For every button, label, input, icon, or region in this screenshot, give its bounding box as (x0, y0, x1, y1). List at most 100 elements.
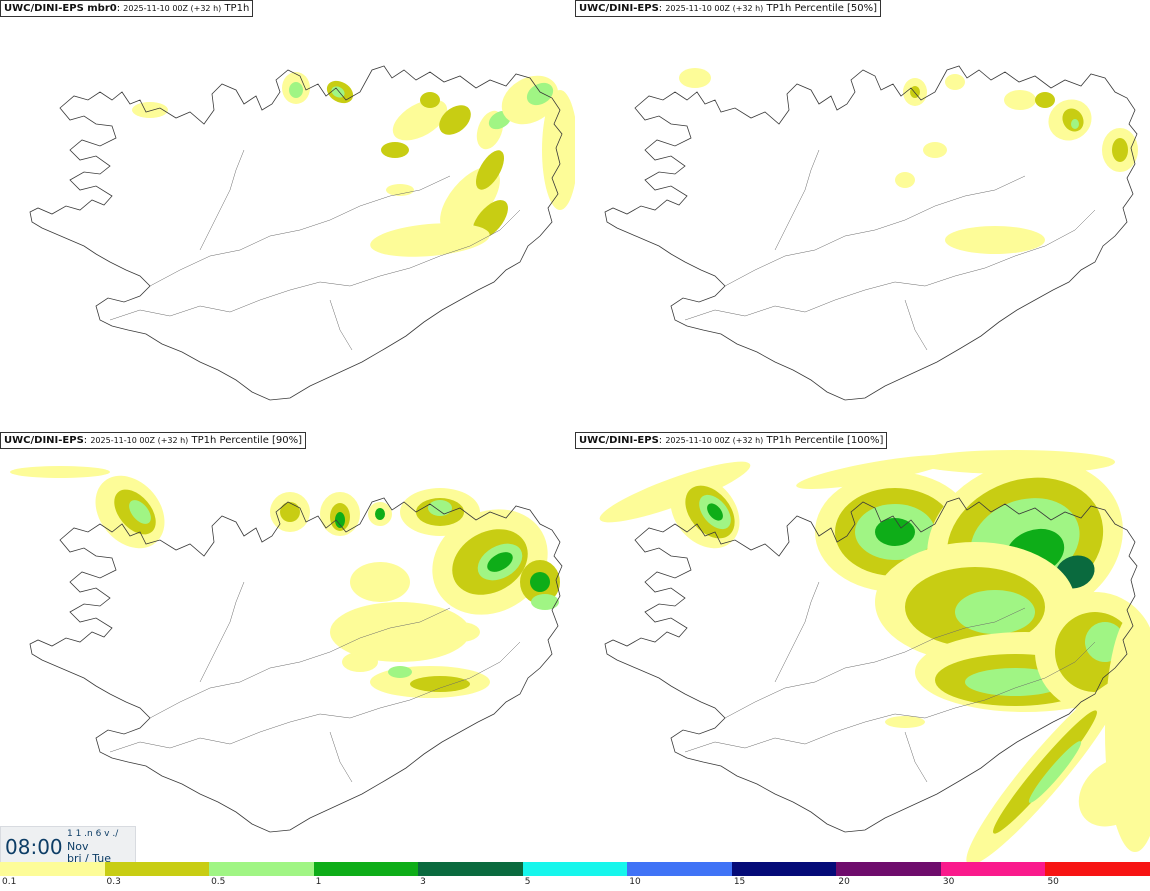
precip-contour (476, 150, 504, 190)
run-label: 2025-11-10 00Z (+32 h) (90, 436, 189, 445)
precip-contour (10, 466, 110, 478)
valid-month: Nov (67, 840, 89, 853)
road-line (259, 255, 441, 301)
valid-time: 08:00 (5, 835, 63, 859)
precip-contour (895, 172, 915, 188)
precip-contour (428, 500, 452, 516)
iceland-coastline (29, 497, 563, 833)
field-label: TP1h Percentile [90%] (191, 435, 303, 446)
road-line (724, 661, 876, 719)
road-line (149, 661, 301, 719)
panel-title: UWC/DINI-EPS: 2025-11-10 00Z (+32 h) TP1… (575, 432, 888, 449)
road-line (109, 731, 261, 753)
colorbar-tick-label: 0.1 (2, 877, 17, 887)
precip-contour (487, 552, 513, 572)
precip-contour (526, 82, 554, 106)
precip-contour (370, 223, 490, 257)
precip-contour (923, 142, 947, 158)
precip-contour (1071, 119, 1079, 129)
colorbar-segment (731, 862, 837, 876)
road-line (684, 299, 836, 321)
precip-contour (420, 92, 440, 108)
precip-contour (386, 184, 414, 196)
precip-contour (955, 590, 1035, 634)
precip-map-mbr0 (29, 65, 575, 401)
road-line (834, 687, 1016, 733)
road-line (439, 209, 521, 257)
precip-contour (132, 102, 168, 118)
model-label: UWC/DINI-EPS mbr0 (4, 3, 117, 14)
precip-contour (993, 710, 1097, 834)
precip-contour (707, 503, 723, 521)
road-line (774, 149, 820, 251)
field-label: TP1h Percentile [50%] (766, 3, 878, 14)
panel-title: UWC/DINI-EPS: 2025-11-10 00Z (+32 h) TP1… (575, 0, 882, 17)
colorbar-tick-label: 0.5 (211, 877, 226, 887)
road-line (1014, 641, 1096, 689)
colorbar-labels: 0.1 0.3 0.5 1 3 5 10 15 20 30 50 (0, 877, 1150, 891)
precip-contour (350, 562, 410, 602)
field-label: TP1h (224, 3, 250, 14)
precip-contour (410, 676, 470, 692)
precip-contour (335, 512, 345, 528)
colorbar-segment (522, 862, 628, 876)
precip-contour (129, 500, 151, 524)
precip-contour (388, 666, 412, 678)
road-line (199, 149, 245, 251)
precip-contour (945, 74, 965, 90)
precip-map-p50 (604, 65, 1138, 401)
road-line (874, 607, 1026, 663)
road-line (439, 641, 521, 689)
colorbar (0, 862, 1150, 876)
road-line (724, 229, 876, 287)
road-line (299, 175, 451, 231)
road-line (149, 229, 301, 287)
valid-weekday: þri / Tue (67, 852, 112, 865)
colorbar-segment (836, 862, 942, 876)
colorbar-segment (104, 862, 210, 876)
road-line (774, 581, 820, 683)
precip-map-p90 (10, 466, 563, 833)
road-line (1014, 209, 1096, 257)
road-line (904, 731, 928, 783)
panel-title: UWC/DINI-EPS mbr0: 2025-11-10 00Z (+32 h… (0, 0, 254, 17)
colorbar-segment (940, 862, 1046, 876)
run-label: 2025-11-10 00Z (+32 h) (665, 4, 764, 13)
precip-contour (1035, 92, 1055, 108)
colorbar-tick-label: 0.3 (106, 877, 121, 887)
precip-contour (945, 226, 1045, 254)
colorbar-tick-label: 15 (733, 877, 746, 887)
panel-title: UWC/DINI-EPS: 2025-11-10 00Z (+32 h) TP1… (0, 432, 307, 449)
precip-contour (381, 142, 409, 158)
run-label: 2025-11-10 00Z (+32 h) (123, 4, 222, 13)
colorbar-segment (0, 862, 106, 876)
precip-contour (392, 99, 448, 141)
colorbar-segment (627, 862, 733, 876)
precip-contour (910, 86, 920, 98)
road-line (259, 687, 441, 733)
road-line (329, 731, 353, 783)
model-label: UWC/DINI-EPS (579, 3, 659, 14)
colorbar-segment (418, 862, 524, 876)
map-panel-p90: UWC/DINI-EPS: 2025-11-10 00Z (+32 h) TP1… (0, 432, 575, 862)
road-line (904, 299, 928, 351)
model-label: UWC/DINI-EPS (4, 435, 84, 446)
precip-contour (1112, 138, 1128, 162)
colorbar-tick-label: 1 (315, 877, 322, 887)
colorbar-tick-label: 5 (524, 877, 531, 887)
precip-contour (679, 68, 711, 88)
run-label: 2025-11-10 00Z (+32 h) (665, 436, 764, 445)
road-line (684, 731, 836, 753)
precip-contour (1004, 90, 1036, 110)
colorbar-tick-label: 10 (629, 877, 641, 887)
model-label: UWC/DINI-EPS (579, 435, 659, 446)
precip-contour (439, 105, 471, 135)
colorbar-tick-label: 30 (942, 877, 955, 887)
precip-contour (342, 652, 378, 672)
colorbar-segment (1045, 862, 1150, 876)
valid-time-box: 08:00 1 1 .n 6 v ./ Nov þri / Tue (0, 826, 136, 865)
colorbar-segment (209, 862, 315, 876)
precip-contour (531, 594, 559, 610)
precip-contour (1078, 757, 1150, 827)
colorbar-segment (313, 862, 419, 876)
